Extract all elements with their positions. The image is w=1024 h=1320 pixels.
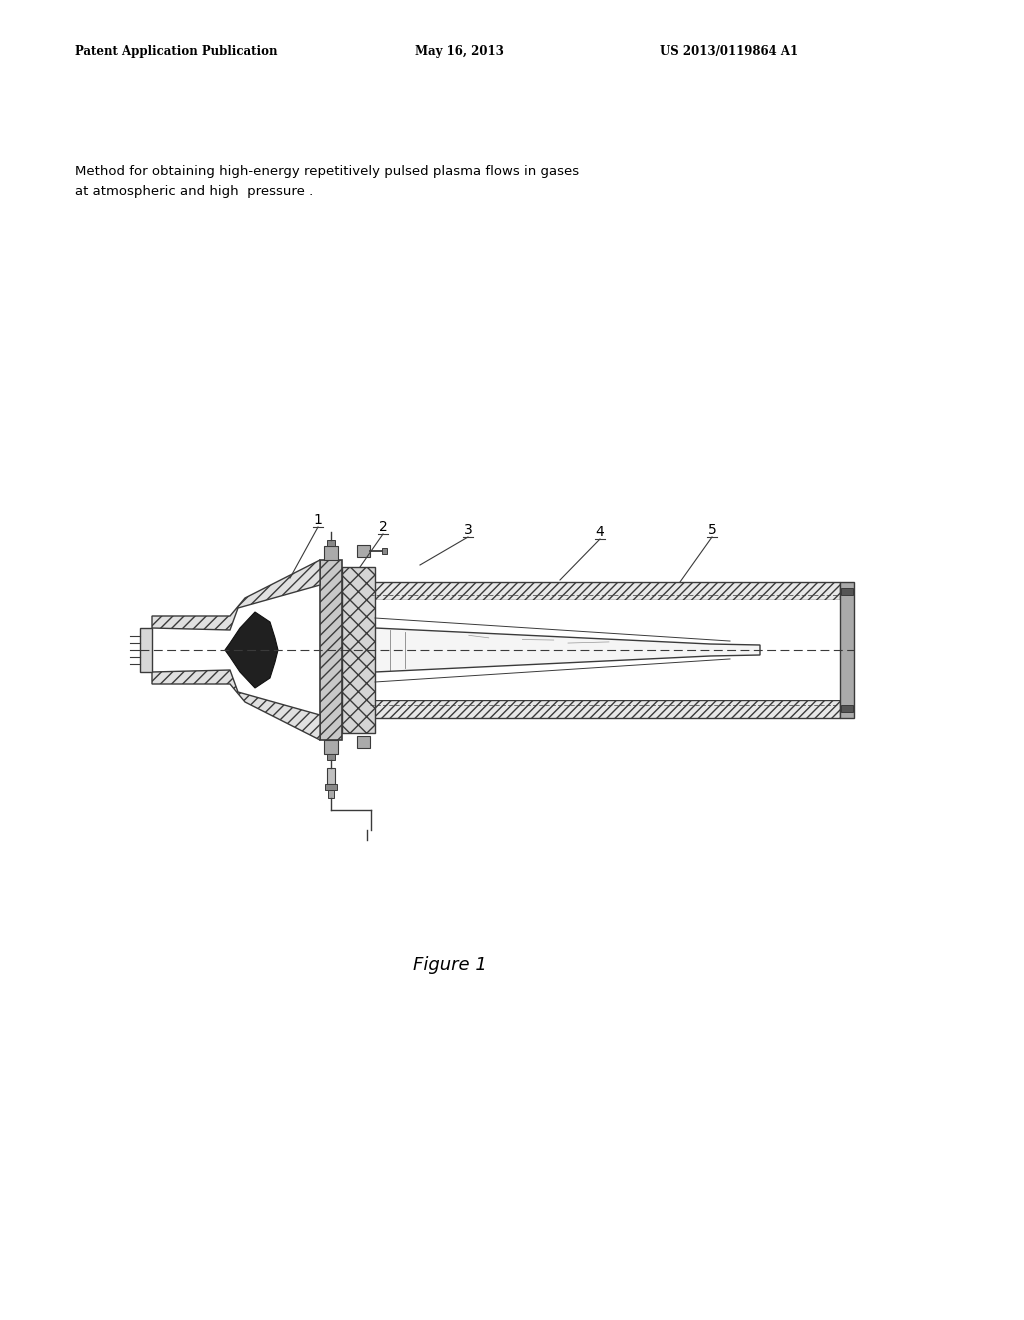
Polygon shape	[327, 754, 335, 760]
Text: Method for obtaining high-energy repetitively pulsed plasma flows in gases: Method for obtaining high-energy repetit…	[75, 165, 580, 178]
Polygon shape	[368, 601, 840, 700]
Polygon shape	[356, 737, 370, 748]
Polygon shape	[327, 768, 335, 784]
Polygon shape	[342, 568, 375, 733]
Polygon shape	[382, 548, 386, 554]
Polygon shape	[325, 784, 337, 789]
Polygon shape	[841, 587, 853, 595]
Text: 1: 1	[313, 513, 323, 527]
Polygon shape	[368, 582, 840, 601]
Polygon shape	[356, 545, 370, 557]
Polygon shape	[840, 582, 854, 718]
Polygon shape	[328, 789, 334, 799]
Text: May 16, 2013: May 16, 2013	[415, 45, 504, 58]
Text: 5: 5	[708, 523, 717, 537]
Polygon shape	[324, 546, 338, 560]
Polygon shape	[841, 705, 853, 711]
Polygon shape	[152, 560, 319, 630]
Text: Figure 1: Figure 1	[413, 956, 487, 974]
Polygon shape	[324, 741, 338, 754]
Polygon shape	[225, 612, 278, 688]
Polygon shape	[319, 560, 342, 741]
Text: Patent Application Publication: Patent Application Publication	[75, 45, 278, 58]
Text: US 2013/0119864 A1: US 2013/0119864 A1	[660, 45, 798, 58]
Polygon shape	[375, 628, 760, 672]
Text: 3: 3	[464, 523, 472, 537]
Text: 2: 2	[379, 520, 387, 535]
Polygon shape	[368, 700, 840, 718]
Polygon shape	[140, 628, 152, 672]
Polygon shape	[152, 671, 319, 741]
Polygon shape	[327, 540, 335, 546]
Text: at atmospheric and high  pressure .: at atmospheric and high pressure .	[75, 186, 313, 198]
Text: 4: 4	[596, 525, 604, 539]
